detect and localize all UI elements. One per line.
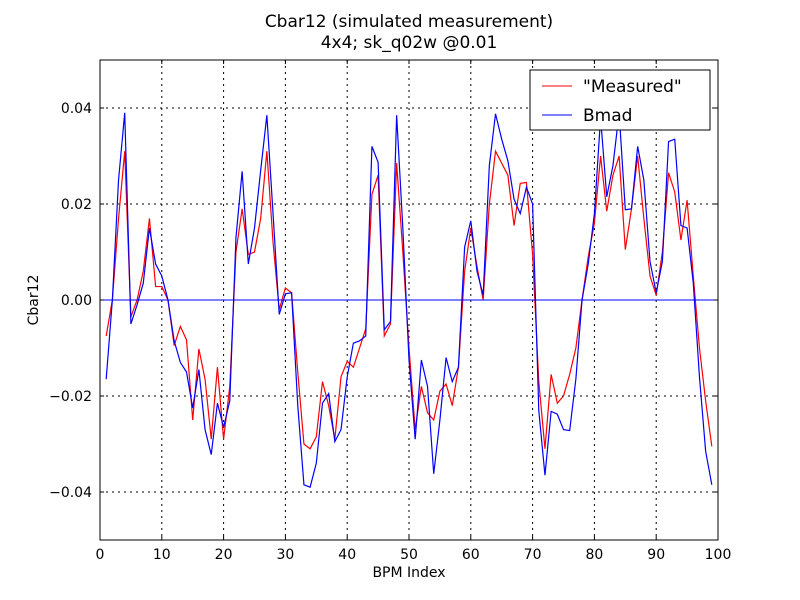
- x-axis-label: BPM Index: [372, 565, 445, 581]
- x-tick-label: 90: [647, 547, 665, 563]
- x-tick-label: 70: [524, 547, 542, 563]
- chart-subtitle: 4x4; sk_q02w @0.01: [321, 33, 498, 53]
- series-line-bmad: [105, 112, 713, 489]
- y-tick-label: −0.02: [49, 389, 92, 405]
- legend-label-measured: "Measured": [583, 77, 682, 97]
- y-tick-label: 0.00: [61, 293, 92, 309]
- x-tick-label: 10: [153, 547, 171, 563]
- y-axis-label: Cbar12: [26, 275, 42, 326]
- x-tick-label: 40: [338, 547, 356, 563]
- y-tick-label: 0.02: [61, 197, 92, 213]
- x-tick-label: 30: [276, 547, 294, 563]
- x-tick-label: 80: [585, 547, 603, 563]
- chart-title: Cbar12 (simulated measurement): [265, 12, 553, 32]
- x-tick-label: 100: [705, 547, 732, 563]
- y-tick-label: −0.04: [49, 485, 92, 501]
- plot-area: [100, 112, 718, 489]
- legend-label-bmad: Bmad: [583, 106, 632, 126]
- legend: "Measured" Bmad: [529, 69, 711, 131]
- y-tick-label: 0.04: [61, 101, 92, 117]
- legend-box: [529, 69, 711, 131]
- x-tick-label: 60: [462, 547, 480, 563]
- x-tick-label: 20: [215, 547, 233, 563]
- x-tick-label: 50: [400, 547, 418, 563]
- ticks: 0 10 20 30 40 50 60 70 80 90 100 0.04 0.02 0.00 −0.02 −…: [49, 60, 731, 563]
- x-tick-label: 0: [96, 547, 105, 563]
